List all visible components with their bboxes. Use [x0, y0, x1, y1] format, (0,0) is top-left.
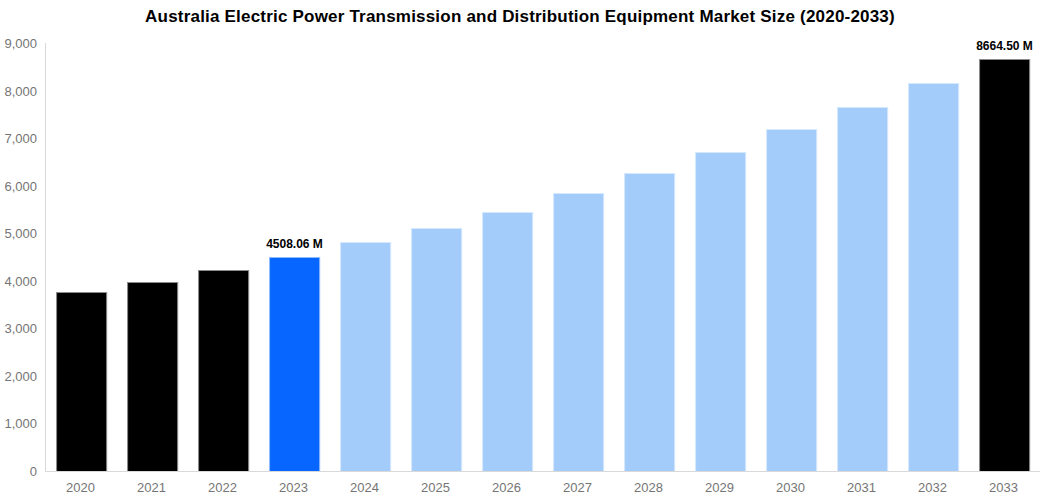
bar-2025[interactable] [411, 228, 463, 471]
x-axis-tick-label-2020: 2020 [45, 480, 116, 495]
bar-value-label-2023: 4508.06 M [266, 237, 323, 251]
bar-2031[interactable] [837, 107, 889, 471]
y-axis-tick-label: 8,000 [4, 83, 37, 98]
x-axis-tick-label-2027: 2027 [542, 480, 613, 495]
y-axis-tick-label: 3,000 [4, 321, 37, 336]
x-axis-tick-label-2032: 2032 [897, 480, 968, 495]
bar-2029[interactable] [695, 152, 747, 471]
bar-slot-2031 [827, 43, 898, 471]
x-axis-tick-label-2022: 2022 [187, 480, 258, 495]
bar-2026[interactable] [482, 212, 534, 471]
x-axis-tick-label-2026: 2026 [471, 480, 542, 495]
bar-slot-2023: 4508.06 M [259, 43, 330, 471]
y-axis-tick-label: 9,000 [4, 36, 37, 51]
bar-value-label-2033: 8664.50 M [976, 39, 1033, 53]
bar-2032[interactable] [908, 83, 960, 471]
y-axis-tick-label: 5,000 [4, 226, 37, 241]
x-axis-tick-label-2025: 2025 [400, 480, 471, 495]
bar-slot-2029 [685, 43, 756, 471]
bar-2023[interactable] [269, 257, 321, 471]
y-axis-tick-label: 0 [30, 464, 37, 479]
bar-slot-2021 [117, 43, 188, 471]
bar-slot-2033: 8664.50 M [969, 43, 1040, 471]
x-axis-tick-label-2021: 2021 [116, 480, 187, 495]
bar-2021[interactable] [127, 282, 179, 471]
x-axis-tick-label-2028: 2028 [613, 480, 684, 495]
x-axis-tick-label-2023: 2023 [258, 480, 329, 495]
y-axis-tick-label: 4,000 [4, 273, 37, 288]
plot-area: 4508.06 M 8664.50 M [45, 43, 1040, 472]
x-axis-tick-label-2024: 2024 [329, 480, 400, 495]
y-axis-tick-label: 6,000 [4, 178, 37, 193]
y-axis-tick-label: 1,000 [4, 416, 37, 431]
bar-2020[interactable] [56, 292, 108, 471]
y-axis: 01,0002,0003,0004,0005,0006,0007,0008,00… [0, 43, 37, 471]
bar-slot-2027 [543, 43, 614, 471]
y-axis-tick-label: 7,000 [4, 131, 37, 146]
x-axis: 2020202120222023202420252026202720282029… [45, 480, 1039, 495]
bar-2033[interactable] [979, 59, 1031, 471]
bar-2022[interactable] [198, 270, 250, 471]
x-axis-tick-label-2029: 2029 [684, 480, 755, 495]
bar-slot-2024 [330, 43, 401, 471]
chart-container: Australia Electric Power Transmission an… [0, 0, 1040, 500]
bar-2024[interactable] [340, 242, 392, 471]
x-axis-tick-label-2033: 2033 [968, 480, 1039, 495]
bar-2027[interactable] [553, 193, 605, 471]
bar-2030[interactable] [766, 129, 818, 471]
bar-slot-2026 [472, 43, 543, 471]
bar-slot-2022 [188, 43, 259, 471]
bar-slot-2030 [756, 43, 827, 471]
x-axis-tick-label-2031: 2031 [826, 480, 897, 495]
bar-slot-2032 [898, 43, 969, 471]
bar-slot-2028 [614, 43, 685, 471]
bar-slot-2020 [46, 43, 117, 471]
y-axis-tick-label: 2,000 [4, 368, 37, 383]
bar-slot-2025 [401, 43, 472, 471]
bar-2028[interactable] [624, 173, 676, 471]
chart-title: Australia Electric Power Transmission an… [0, 7, 1040, 27]
x-axis-tick-label-2030: 2030 [755, 480, 826, 495]
